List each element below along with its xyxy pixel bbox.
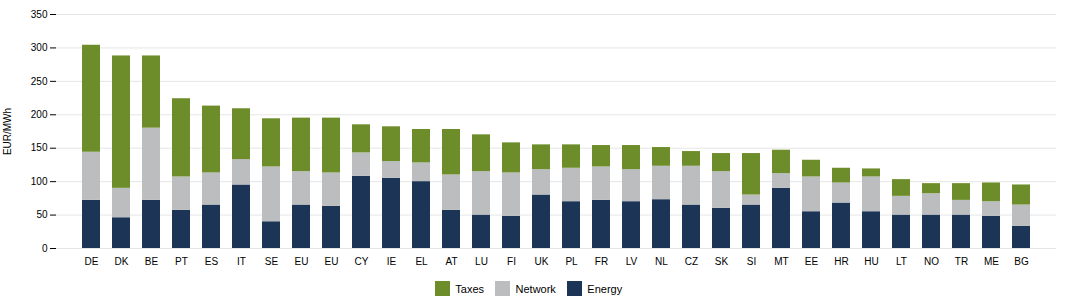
html-text:Network: Network bbox=[515, 282, 556, 295]
svg-text:UK: UK bbox=[535, 256, 549, 267]
svg-text:150: 150 bbox=[31, 142, 48, 153]
svg-text:CY: CY bbox=[355, 256, 369, 267]
svg-text:50: 50 bbox=[36, 209, 48, 220]
svg-text:FR: FR bbox=[595, 256, 608, 267]
svg-text:AT: AT bbox=[445, 256, 457, 267]
svg-text:250: 250 bbox=[31, 76, 48, 87]
svg-text:BE: BE bbox=[145, 256, 159, 267]
svg-text:FI: FI bbox=[507, 256, 516, 267]
svg-text:300: 300 bbox=[31, 42, 48, 53]
svg-text:200: 200 bbox=[31, 109, 48, 120]
svg-text:LT: LT bbox=[896, 256, 907, 267]
svg-text:EE: EE bbox=[805, 256, 819, 267]
svg-text:DK: DK bbox=[115, 256, 129, 267]
html-text:Taxes: Taxes bbox=[455, 282, 484, 295]
svg-text:CZ: CZ bbox=[685, 256, 698, 267]
svg-text:EL: EL bbox=[415, 256, 428, 267]
svg-text:IT: IT bbox=[237, 256, 246, 267]
svg-text:SK: SK bbox=[715, 256, 729, 267]
svg-text:BG: BG bbox=[1014, 256, 1029, 267]
svg-text:MT: MT bbox=[774, 256, 788, 267]
svg-text:EU: EU bbox=[325, 256, 339, 267]
svg-text:EU: EU bbox=[295, 256, 309, 267]
svg-text:LV: LV bbox=[626, 256, 638, 267]
svg-text:HR: HR bbox=[834, 256, 848, 267]
svg-text:IE: IE bbox=[387, 256, 397, 267]
svg-text:LU: LU bbox=[475, 256, 488, 267]
svg-text:TR: TR bbox=[955, 256, 968, 267]
svg-text:EUR/MWh: EUR/MWh bbox=[2, 108, 13, 155]
svg-text:ES: ES bbox=[205, 256, 219, 267]
svg-text:NO: NO bbox=[924, 256, 939, 267]
svg-text:PL: PL bbox=[565, 256, 578, 267]
svg-text:100: 100 bbox=[31, 176, 48, 187]
svg-text:ME: ME bbox=[984, 256, 999, 267]
html-text:Energy: Energy bbox=[587, 282, 623, 295]
svg-text:PT: PT bbox=[175, 256, 188, 267]
svg-text:350: 350 bbox=[31, 9, 48, 20]
svg-text:0: 0 bbox=[42, 243, 48, 254]
svg-text:DE: DE bbox=[85, 256, 99, 267]
svg-text:HU: HU bbox=[864, 256, 878, 267]
svg-text:NL: NL bbox=[655, 256, 668, 267]
svg-text:SI: SI bbox=[747, 256, 756, 267]
svg-text:SE: SE bbox=[265, 256, 279, 267]
